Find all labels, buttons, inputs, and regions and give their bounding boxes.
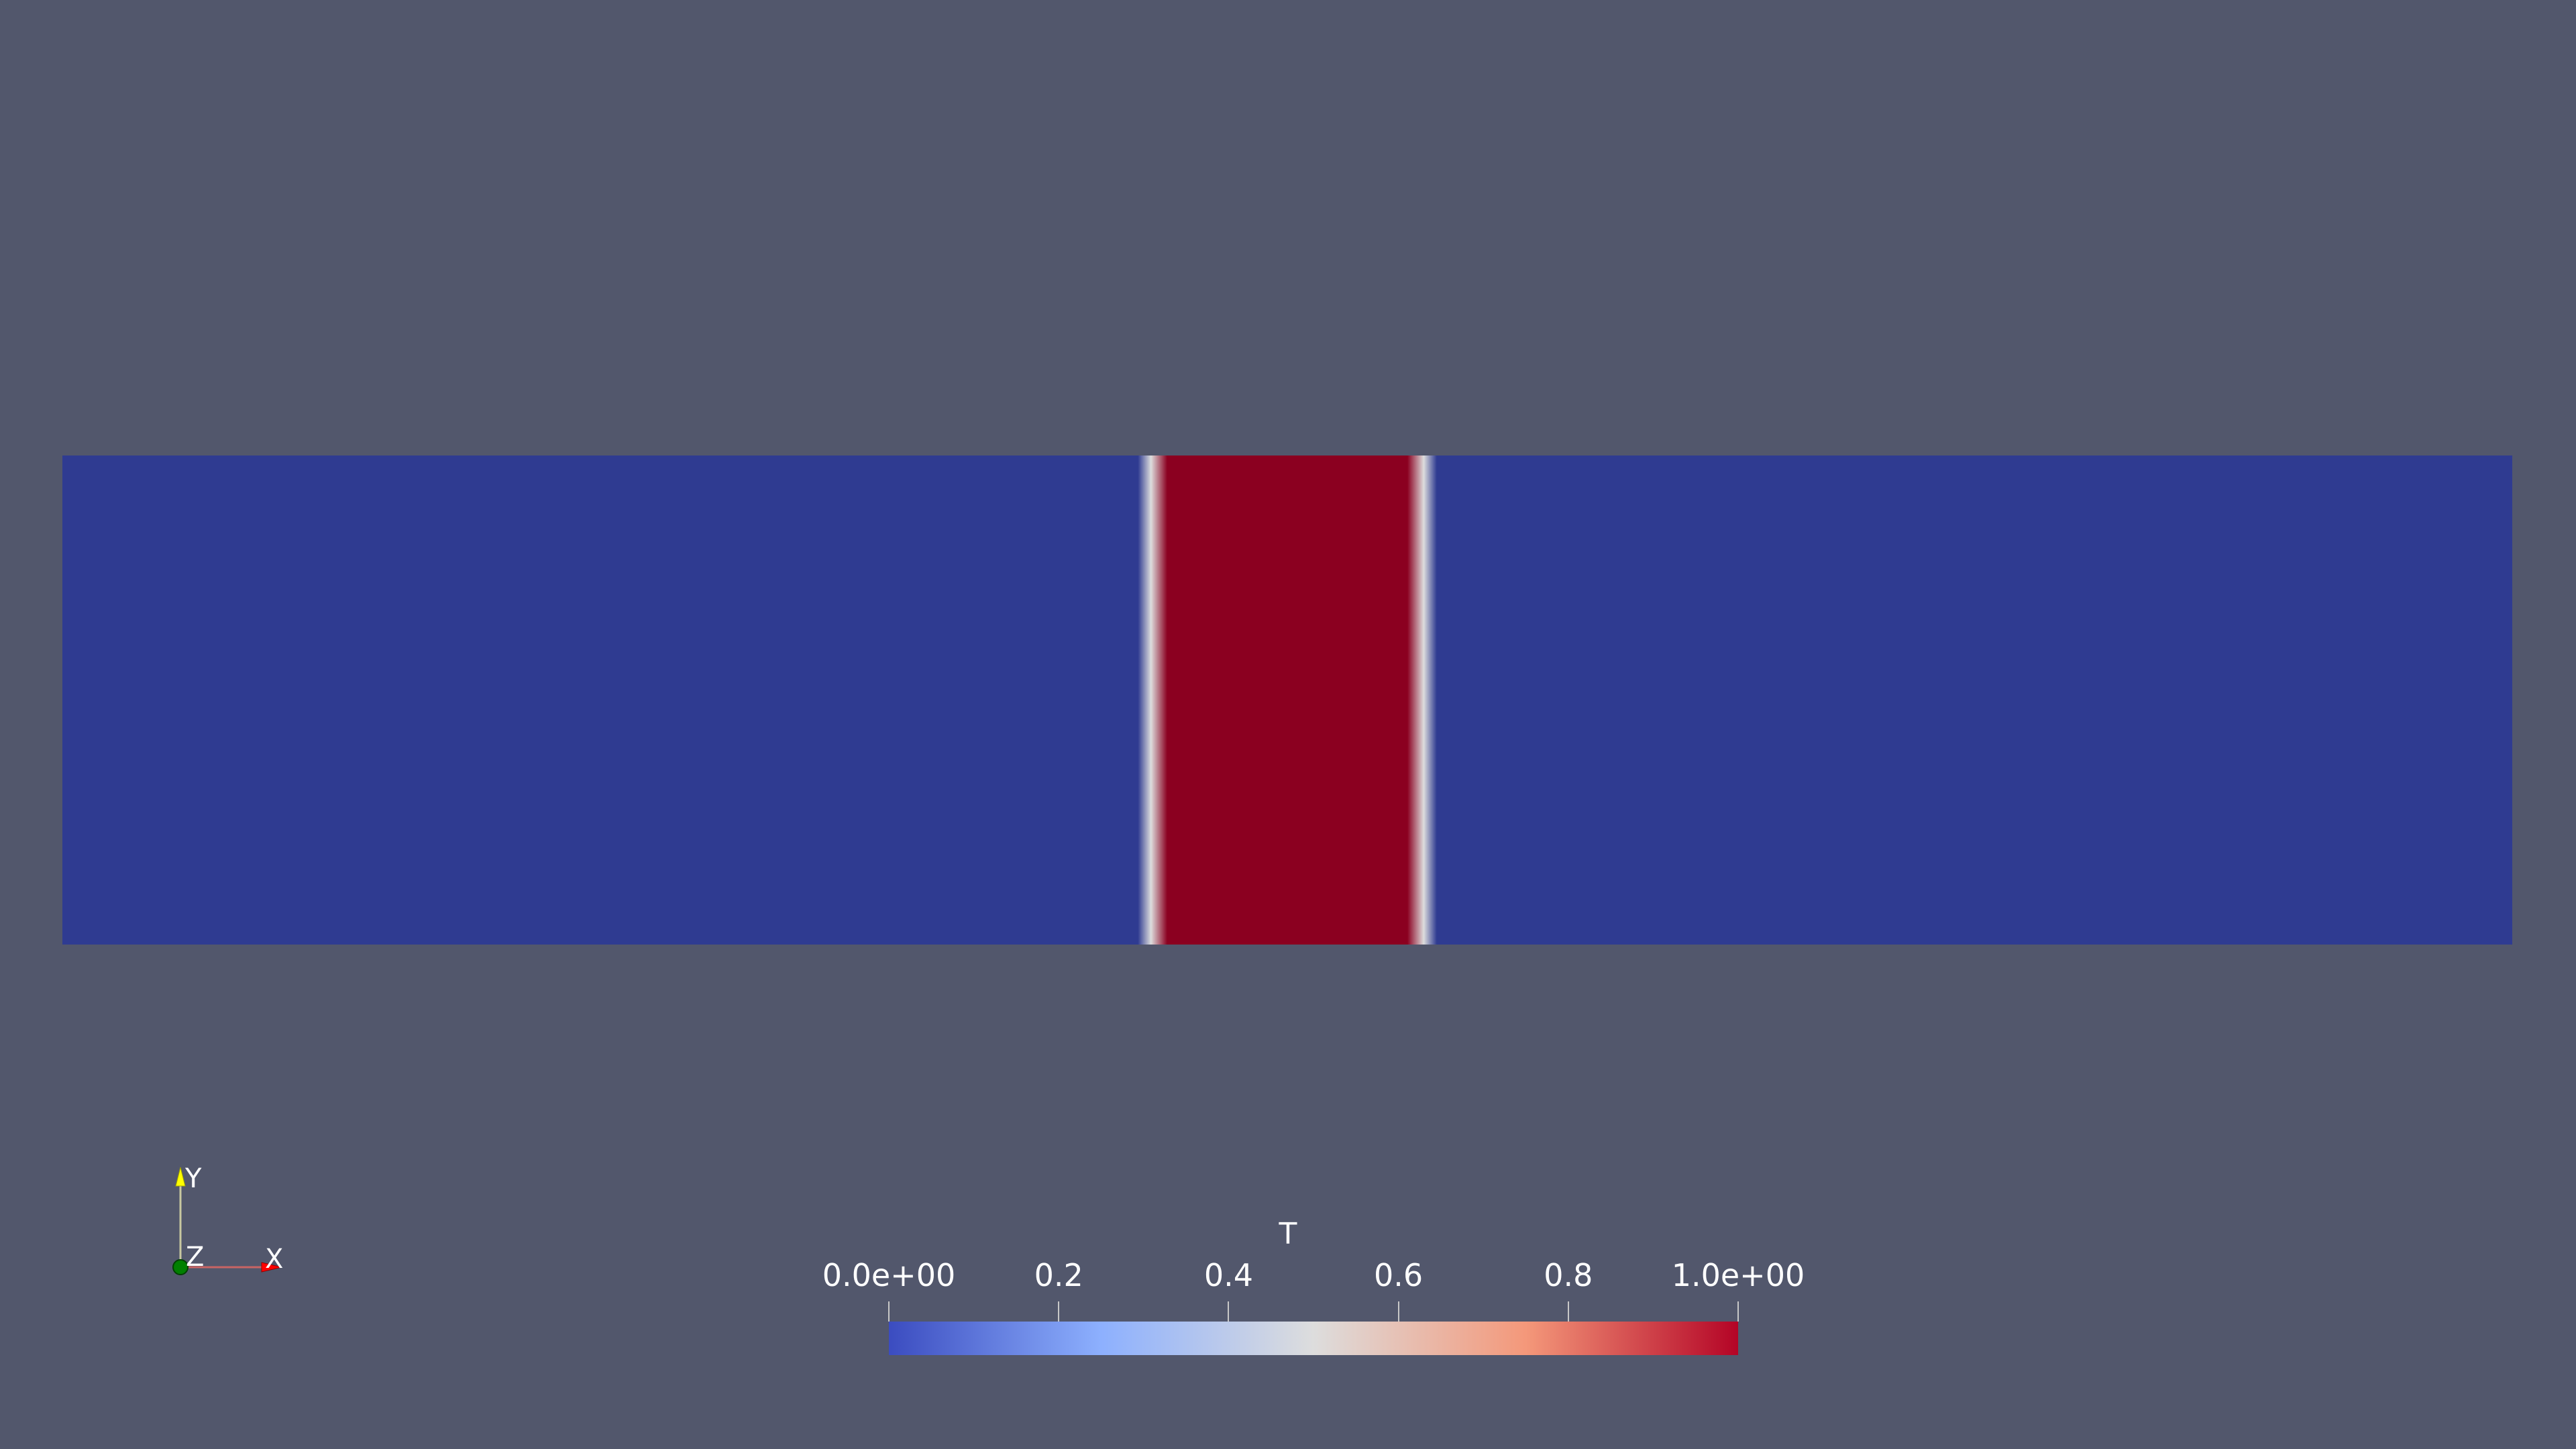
scalar-bar-gradient	[889, 1322, 1738, 1355]
scalar-bar-tick	[1228, 1301, 1230, 1322]
scalar-bar-tick	[888, 1301, 890, 1322]
scalar-bar-tick-label: 0.0e+00	[822, 1257, 956, 1293]
scalar-bar-title: T	[1279, 1217, 1297, 1251]
x-axis-label: X	[265, 1244, 283, 1275]
scalar-bar-tick-label: 0.6	[1374, 1257, 1424, 1293]
x-axis-arrow-icon	[261, 1262, 282, 1273]
scalar-bar-tick	[1058, 1301, 1060, 1322]
z-axis-dot-icon	[172, 1259, 189, 1275]
scalar-bar-tick-label: 0.8	[1544, 1257, 1593, 1293]
scalar-bar-tick	[1397, 1301, 1399, 1322]
temperature-field-slab	[62, 455, 2512, 945]
scalar-bar-tick-label: 0.4	[1203, 1257, 1253, 1293]
scalar-bar-tick-label: 1.0e+00	[1671, 1257, 1805, 1293]
y-axis-arrow-icon	[175, 1167, 186, 1187]
scalar-bar-tick	[1567, 1301, 1569, 1322]
z-axis-label: Z	[186, 1242, 204, 1273]
scalar-bar-tick	[1737, 1301, 1739, 1322]
scalar-bar-tick-label: 0.2	[1034, 1257, 1083, 1293]
y-axis-label: Y	[184, 1163, 202, 1194]
